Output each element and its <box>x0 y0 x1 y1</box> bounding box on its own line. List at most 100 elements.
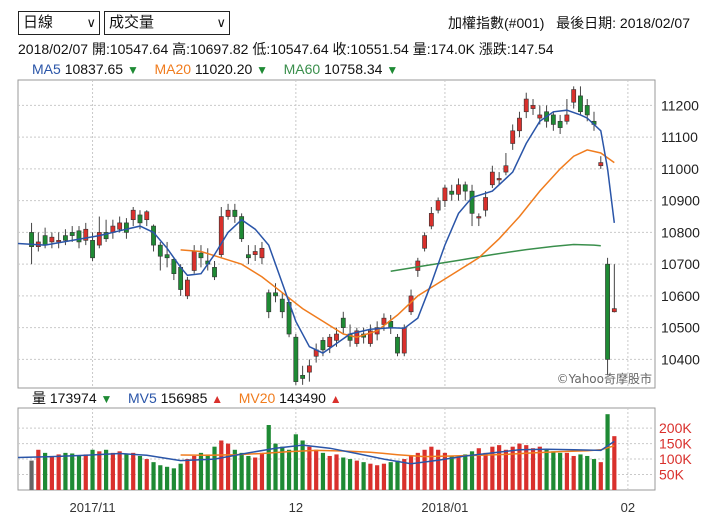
volume-legend: 量 173974 ▼ MV5 156985 ▲ MV20 143490 ▲ <box>32 388 342 408</box>
candle-body <box>496 178 502 181</box>
candle-body <box>117 222 123 230</box>
ma20-line <box>180 149 615 338</box>
volume-bar <box>192 455 197 490</box>
indicator-select-value: 成交量 <box>109 14 155 31</box>
volume-bar <box>97 451 102 490</box>
candle-body <box>103 232 109 240</box>
last-date: 最後日期: 2018/02/07 <box>556 15 690 31</box>
volume-bar <box>158 465 163 490</box>
volume-bar <box>368 463 373 490</box>
x-tick-label: 2017/11 <box>70 500 116 515</box>
volume-tick-label: 50K <box>659 467 685 483</box>
volume-tick-label: 100K <box>659 451 692 467</box>
candle-body <box>279 298 285 313</box>
candle-body <box>266 292 272 313</box>
volume-tick-label: 200K <box>659 420 692 436</box>
volume-bar <box>571 455 576 490</box>
candle-body <box>456 184 461 195</box>
candle-body <box>63 235 68 241</box>
candle-body <box>435 200 441 211</box>
vol-value: 173974 <box>49 390 97 406</box>
candle-body <box>428 213 434 227</box>
volume-bar <box>205 454 210 490</box>
volume-bar <box>334 454 339 490</box>
volume-bar <box>422 449 427 490</box>
volume-bar <box>185 459 190 490</box>
candle-body <box>69 232 75 236</box>
volume-bar <box>402 459 407 490</box>
chevron-down-icon: ∨ <box>216 15 226 30</box>
candle-body <box>300 374 306 379</box>
candle-body <box>293 336 299 382</box>
candle-body <box>395 336 400 354</box>
volume-bar <box>225 443 231 490</box>
candle-body <box>157 244 163 257</box>
candle-body <box>246 254 251 259</box>
volume-bar <box>503 449 509 490</box>
volume-bar <box>300 440 305 490</box>
volume-bar <box>198 452 204 490</box>
candle-body <box>381 317 387 325</box>
x-tick-label: 02 <box>621 500 635 515</box>
volume-bar <box>605 414 610 490</box>
ma-legend: MA5 10837.65 ▼ MA20 11020.20 ▼ MA60 1075… <box>32 61 398 77</box>
period-select-value: 日線 <box>23 14 54 31</box>
candle-body <box>320 340 326 351</box>
volume-bar <box>178 463 183 490</box>
price-panel-frame <box>17 79 656 389</box>
candle-body <box>517 117 522 132</box>
candle-body <box>530 105 536 109</box>
close-label: 收: <box>332 41 351 57</box>
volume-value: 174.0K <box>430 41 475 57</box>
volume-bar <box>537 446 542 490</box>
candle-body <box>476 216 482 219</box>
candle-body <box>578 95 583 113</box>
volume-bar <box>564 452 570 490</box>
candle-body <box>130 209 136 221</box>
x-tick-label: 2018/01 <box>421 500 468 515</box>
price-tick-label: 10400 <box>661 351 700 367</box>
up-triangle-icon: ▲ <box>329 392 342 406</box>
volume-bar <box>497 445 502 490</box>
volume-bar <box>524 445 529 490</box>
candle-body <box>571 89 577 103</box>
low-value: 10547.64 <box>270 41 329 57</box>
x-tick-label: 12 <box>289 500 303 515</box>
volume-bar <box>354 460 359 490</box>
candle-body <box>76 230 82 243</box>
candle-body <box>462 184 468 192</box>
candle-body <box>96 232 102 246</box>
volume-bar <box>219 440 224 490</box>
volume-bar <box>314 449 319 490</box>
candle-body <box>137 214 143 224</box>
volume-bar <box>585 455 590 490</box>
candle-body <box>422 235 427 249</box>
volume-bar <box>341 457 346 490</box>
volume-bar <box>124 454 129 490</box>
mv20-line <box>180 445 615 458</box>
volume-bar <box>558 452 563 490</box>
ma5-line <box>17 109 616 354</box>
volume-bar <box>293 434 298 490</box>
candle-body <box>144 211 150 221</box>
candle-body <box>334 333 339 341</box>
volume-bar <box>415 452 420 490</box>
candle-body <box>415 260 421 271</box>
volume-bar <box>612 436 617 490</box>
candle-body <box>401 327 407 354</box>
candle-body <box>327 336 333 348</box>
volume-bar <box>510 446 515 490</box>
mv20-value: 143490 <box>279 390 326 406</box>
volume-bar <box>144 459 149 490</box>
candle-body <box>56 240 62 243</box>
period-select[interactable]: 日線 ∨ <box>18 11 100 35</box>
volume-bar <box>232 449 237 490</box>
indicator-select[interactable]: 成交量 ∨ <box>104 11 230 35</box>
volume-bar <box>259 452 265 490</box>
chart-header-info: 加權指數(#001) 最後日期: 2018/02/07 <box>448 13 690 33</box>
up-triangle-icon: ▲ <box>211 392 224 406</box>
volume-bar <box>151 462 156 490</box>
high-label: 高: <box>172 41 191 57</box>
down-triangle-icon: ▼ <box>386 63 399 77</box>
